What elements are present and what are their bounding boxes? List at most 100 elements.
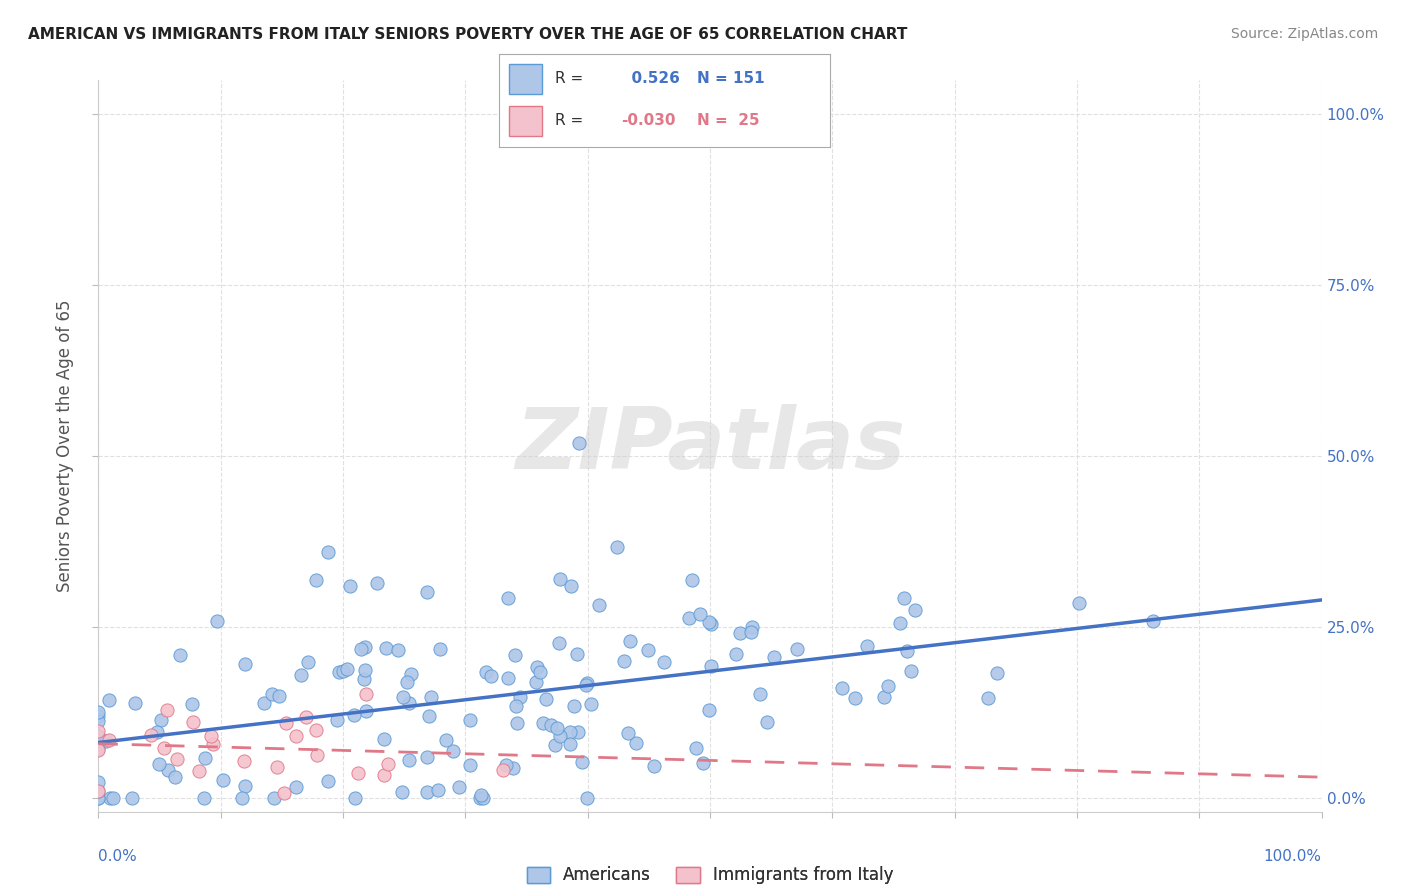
Point <box>471 791 494 805</box>
Point <box>166 752 188 766</box>
Point <box>87 775 110 789</box>
Text: AMERICAN VS IMMIGRANTS FROM ITALY SENIORS POVERTY OVER THE AGE OF 65 CORRELATION: AMERICAN VS IMMIGRANTS FROM ITALY SENIOR… <box>28 27 907 42</box>
Point <box>579 698 602 712</box>
Point <box>101 791 124 805</box>
Point <box>97 692 120 706</box>
Point <box>377 756 399 771</box>
Point <box>87 709 110 723</box>
Point <box>560 579 582 593</box>
Point <box>544 738 567 752</box>
Point <box>740 624 762 639</box>
Point <box>441 744 464 758</box>
Point <box>262 687 284 701</box>
Point <box>700 617 723 632</box>
Point <box>263 791 285 805</box>
Point <box>87 742 110 756</box>
Point <box>612 654 634 668</box>
Text: Source: ZipAtlas.com: Source: ZipAtlas.com <box>1230 27 1378 41</box>
Point <box>373 768 395 782</box>
Legend: Americans, Immigrants from Italy: Americans, Immigrants from Italy <box>520 860 900 891</box>
Point <box>429 641 451 656</box>
Point <box>496 671 519 685</box>
Point <box>567 724 589 739</box>
FancyBboxPatch shape <box>509 106 543 136</box>
FancyBboxPatch shape <box>509 64 543 94</box>
Point <box>87 742 110 756</box>
Point <box>266 760 288 774</box>
Point <box>436 732 458 747</box>
Point <box>876 679 898 693</box>
Point <box>401 666 423 681</box>
Point <box>558 737 581 751</box>
Point <box>617 725 640 739</box>
Text: R =: R = <box>555 113 583 128</box>
Text: 0.0%: 0.0% <box>98 849 138 863</box>
Point <box>697 703 720 717</box>
Point <box>756 714 779 729</box>
Point <box>1142 614 1164 628</box>
Point <box>416 585 439 599</box>
Point <box>87 783 110 797</box>
Point <box>398 696 420 710</box>
Point <box>986 665 1008 680</box>
Point <box>524 674 547 689</box>
Point <box>419 690 441 705</box>
Point <box>316 774 339 789</box>
Point <box>548 572 571 586</box>
Point <box>558 725 581 739</box>
Point <box>235 780 257 794</box>
Point <box>326 713 349 727</box>
Point <box>87 791 110 805</box>
Point <box>416 785 439 799</box>
Point <box>96 734 118 748</box>
Point <box>139 728 162 742</box>
Point <box>856 639 879 653</box>
Point <box>458 757 481 772</box>
Point <box>470 791 492 805</box>
Point <box>153 741 176 756</box>
Point <box>346 765 368 780</box>
Text: R =: R = <box>555 71 583 87</box>
Point <box>509 690 531 705</box>
Point <box>336 662 359 676</box>
Point <box>193 791 215 805</box>
Point <box>353 672 375 686</box>
Point <box>273 787 295 801</box>
Point <box>194 751 217 765</box>
Point <box>492 763 515 777</box>
Point <box>700 658 723 673</box>
Point <box>529 665 551 680</box>
Point <box>148 757 170 772</box>
Point <box>165 770 187 784</box>
Point <box>181 698 204 712</box>
Point <box>479 669 502 683</box>
Point <box>156 763 179 777</box>
Point <box>427 782 450 797</box>
Point <box>889 616 911 631</box>
Point <box>502 761 524 775</box>
Point <box>202 737 225 751</box>
Point <box>297 655 319 669</box>
Point <box>540 718 562 732</box>
Point <box>531 716 554 731</box>
Point <box>87 729 110 743</box>
Point <box>730 625 752 640</box>
Point <box>418 709 440 723</box>
Point <box>697 615 720 629</box>
Text: 0.526: 0.526 <box>621 71 681 87</box>
Point <box>495 758 517 772</box>
Point <box>681 574 703 588</box>
Point <box>831 681 853 696</box>
Point <box>475 665 498 679</box>
Point <box>564 698 586 713</box>
Point <box>290 667 312 681</box>
Point <box>207 614 229 628</box>
Point <box>212 772 235 787</box>
Point <box>307 748 329 763</box>
Point <box>977 690 1000 705</box>
Text: N =  25: N = 25 <box>697 113 761 128</box>
Point <box>395 674 418 689</box>
Point <box>150 714 173 728</box>
Point <box>652 655 675 669</box>
Point <box>356 687 378 701</box>
